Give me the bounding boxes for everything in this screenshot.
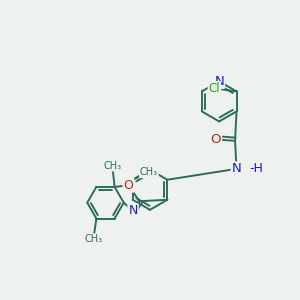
Text: -H: -H xyxy=(250,162,264,175)
Text: N: N xyxy=(214,75,224,88)
Text: O: O xyxy=(124,179,134,192)
Text: CH₃: CH₃ xyxy=(84,234,103,244)
Text: CH₃: CH₃ xyxy=(103,161,121,171)
Text: N: N xyxy=(128,204,138,217)
Text: Cl: Cl xyxy=(208,82,220,95)
Text: CH₃: CH₃ xyxy=(140,167,158,177)
Text: N: N xyxy=(232,162,242,175)
Text: O: O xyxy=(211,133,221,146)
